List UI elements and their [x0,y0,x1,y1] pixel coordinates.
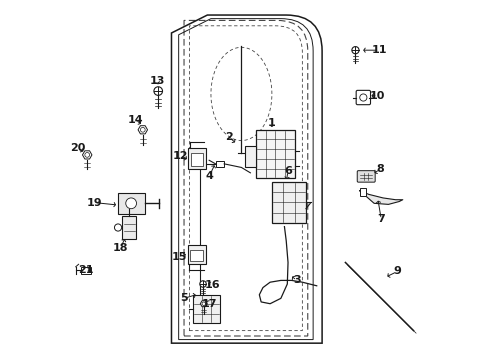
Text: 4: 4 [205,171,213,181]
FancyBboxPatch shape [81,267,91,274]
Polygon shape [138,126,147,134]
Polygon shape [200,301,207,307]
Text: 15: 15 [172,252,187,262]
Circle shape [202,302,205,305]
Text: 5: 5 [180,293,188,303]
Polygon shape [82,151,92,159]
Circle shape [85,153,90,157]
FancyBboxPatch shape [191,153,203,166]
Circle shape [126,198,137,209]
Text: 21: 21 [78,265,93,275]
Text: 8: 8 [376,164,384,174]
Circle shape [141,127,145,132]
FancyBboxPatch shape [122,216,136,239]
Text: 16: 16 [205,280,220,290]
FancyBboxPatch shape [245,146,256,167]
FancyBboxPatch shape [216,161,224,167]
FancyBboxPatch shape [360,188,366,196]
FancyBboxPatch shape [193,295,220,323]
FancyBboxPatch shape [188,148,206,169]
FancyBboxPatch shape [118,193,145,214]
Text: 7: 7 [377,215,385,224]
Text: 9: 9 [393,266,401,276]
Circle shape [352,46,359,54]
Text: 19: 19 [87,198,102,208]
FancyBboxPatch shape [357,171,375,182]
Circle shape [115,224,122,231]
Circle shape [200,281,206,287]
Text: 3: 3 [293,275,301,285]
Text: 17: 17 [201,299,217,309]
Text: 10: 10 [370,91,385,101]
FancyBboxPatch shape [256,130,295,178]
Text: 13: 13 [149,76,165,86]
Text: 14: 14 [128,115,144,125]
Polygon shape [360,191,403,204]
Text: 20: 20 [71,143,86,153]
Text: 18: 18 [112,243,128,253]
Text: 2: 2 [225,132,233,142]
Text: 1: 1 [268,118,276,128]
Circle shape [154,87,163,95]
FancyBboxPatch shape [356,90,370,105]
Text: 6: 6 [284,166,292,176]
FancyBboxPatch shape [188,244,205,264]
Text: 12: 12 [172,150,188,161]
FancyBboxPatch shape [191,250,203,261]
Text: 11: 11 [372,45,387,55]
Circle shape [360,94,367,101]
FancyBboxPatch shape [272,182,306,223]
